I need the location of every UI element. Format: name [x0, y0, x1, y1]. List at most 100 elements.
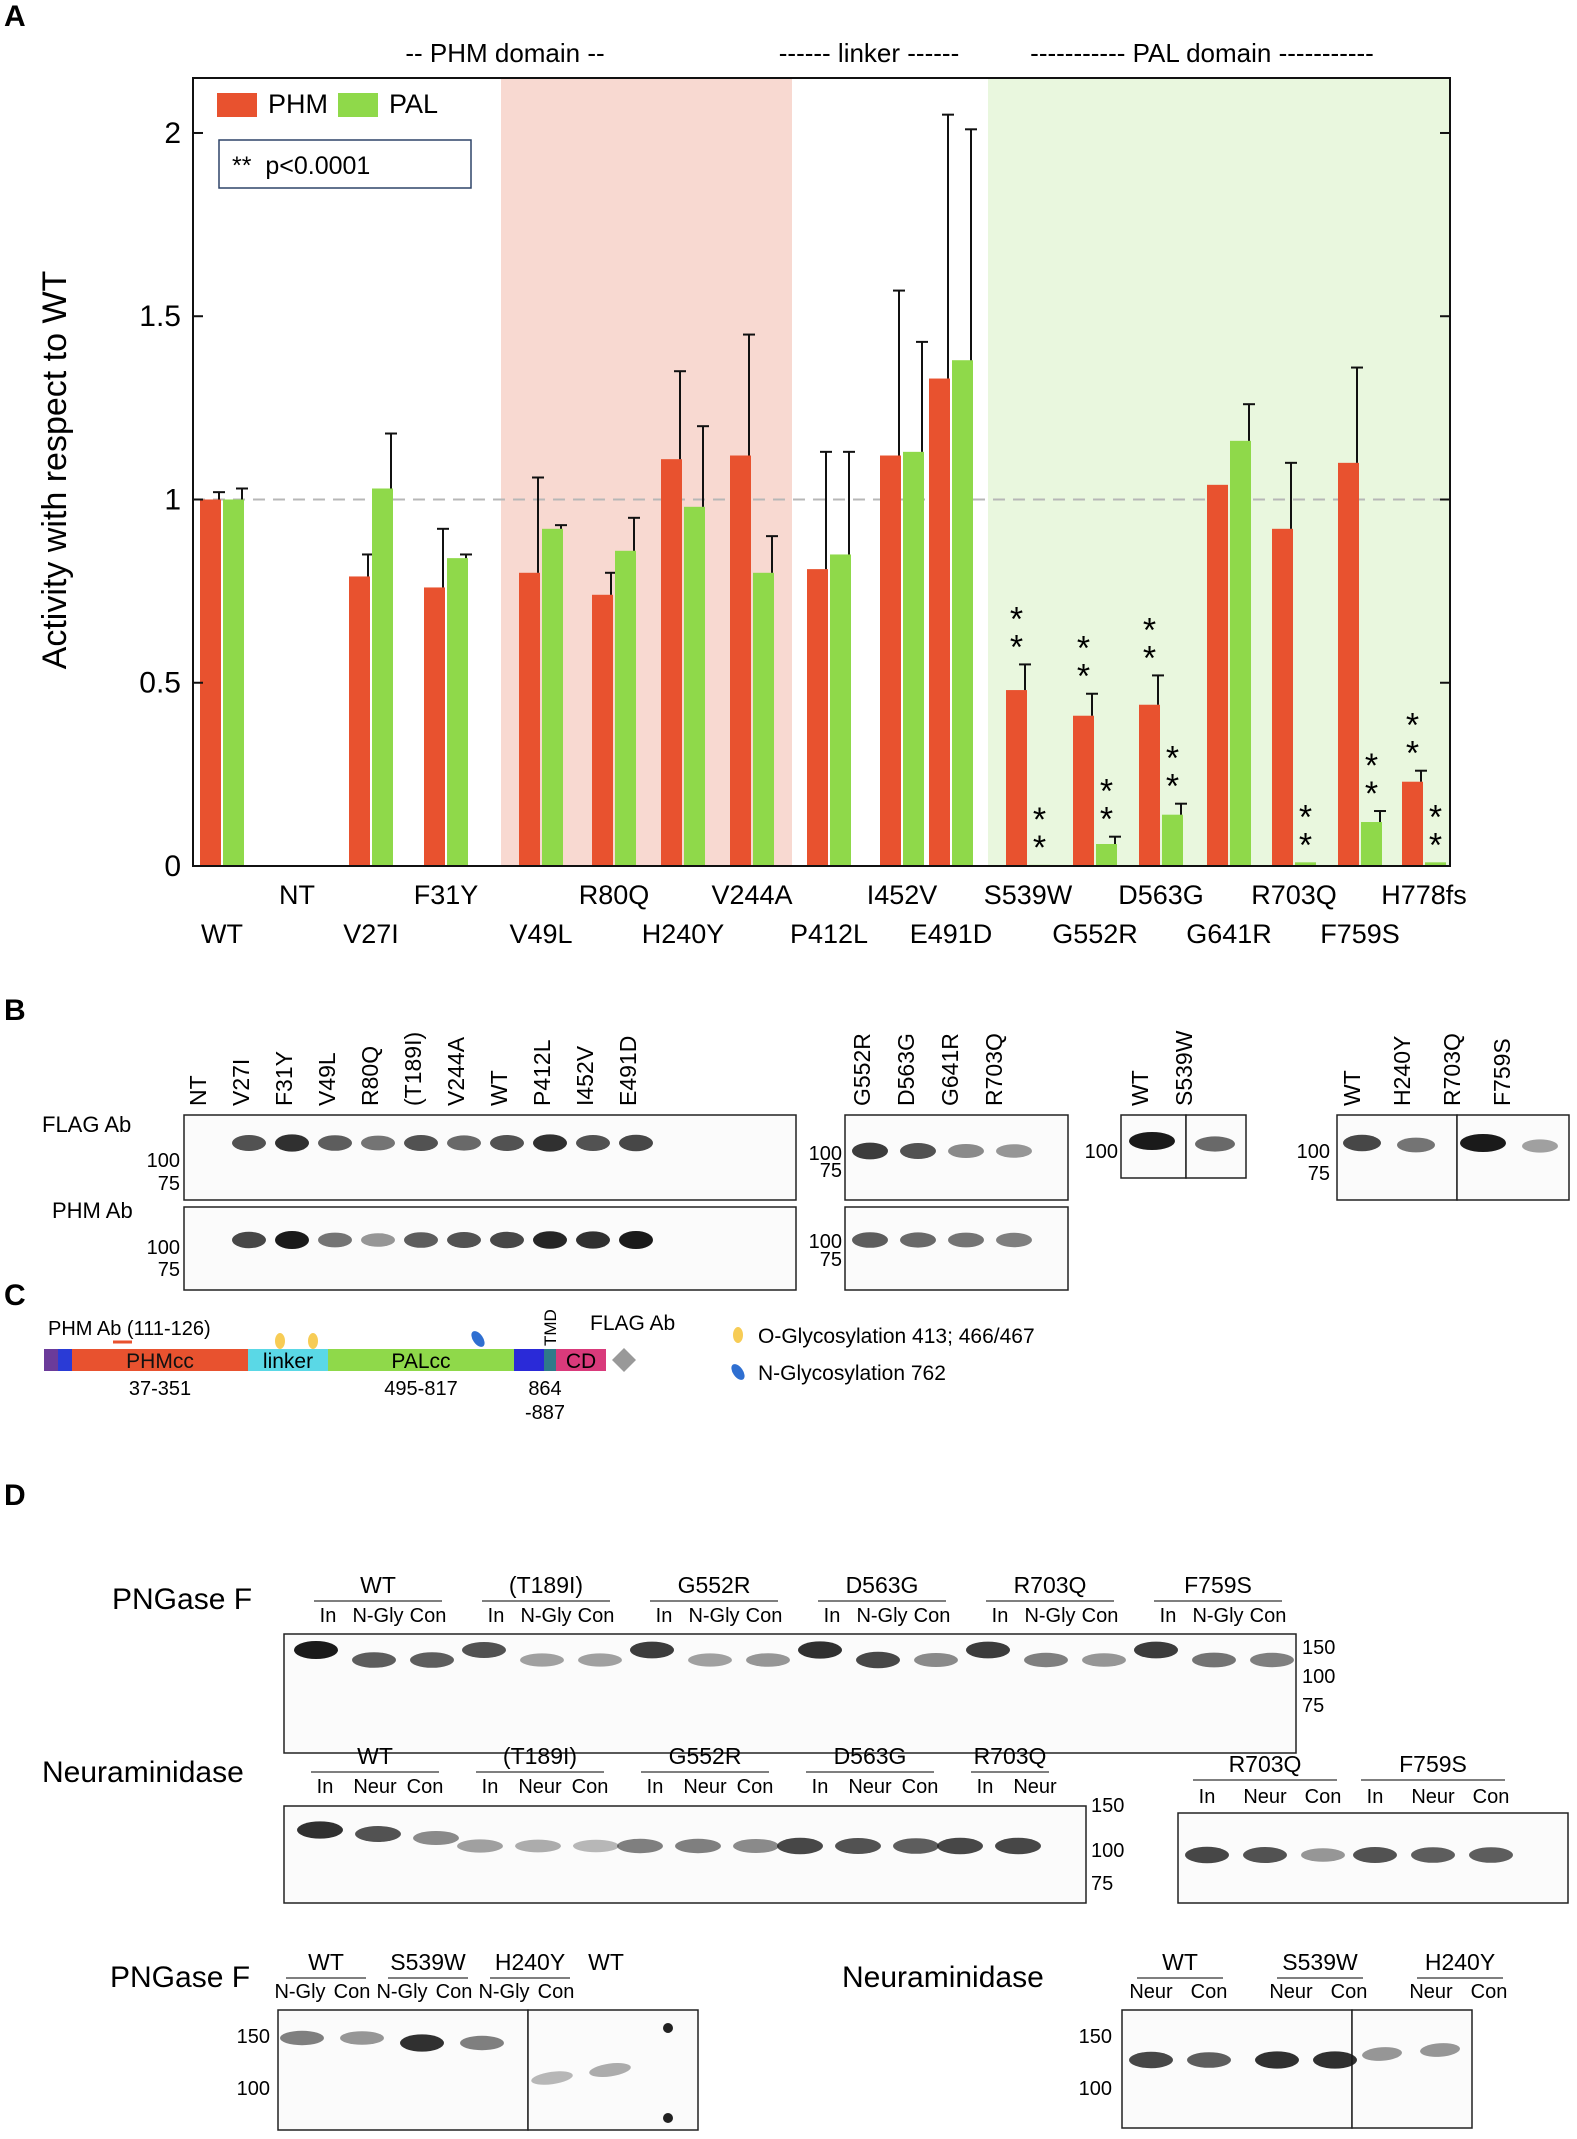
- sample-group-label: F759S: [1399, 1751, 1467, 1777]
- protein-band: [1192, 1652, 1236, 1668]
- tmd-range-start: 864: [528, 1378, 561, 1400]
- lane-label: N-Gly: [352, 1605, 403, 1627]
- pngase-title-1: PNGase F: [112, 1583, 252, 1616]
- lane-label: Con: [902, 1776, 939, 1798]
- lane-label: H240Y: [1389, 1036, 1415, 1106]
- protein-band: [1185, 1846, 1229, 1864]
- protein-band: [533, 1231, 567, 1249]
- protein-band: [410, 1652, 454, 1668]
- significance-star: *: [1100, 773, 1113, 811]
- panel-label-c: C: [4, 1279, 26, 1312]
- protein-band: [447, 1232, 481, 1248]
- sample-group-label: R703Q: [1229, 1751, 1302, 1777]
- phmcc-label: PHMcc: [126, 1350, 194, 1373]
- protein-band: [937, 1837, 983, 1855]
- y-tick-label: 1: [164, 483, 181, 516]
- propeptide-segment: [58, 1349, 72, 1371]
- lane-label: G552R: [849, 1033, 875, 1106]
- significance-star: *: [1077, 658, 1090, 696]
- protein-band: [447, 1135, 481, 1151]
- mw-marker-100: 100: [809, 1143, 842, 1165]
- phm-ab-label: PHM Ab (111-126): [48, 1318, 211, 1340]
- neuraminidase-blot-1: [283, 1805, 1087, 1904]
- protein-band: [835, 1838, 881, 1854]
- x-label-I452V: I452V: [867, 880, 938, 910]
- bar-phm-R703Q: [1272, 528, 1293, 866]
- protein-band: [996, 1232, 1032, 1248]
- protein-band: [1469, 1847, 1513, 1863]
- bar-pal-F31Y: [447, 558, 468, 866]
- panel-label-b: B: [4, 994, 26, 1027]
- neuraminidase-blot-2b: [1351, 2009, 1473, 2129]
- protein-band: [515, 1839, 561, 1853]
- significance-star: *: [1166, 740, 1179, 778]
- significance-star: *: [1033, 801, 1046, 839]
- mw-marker-100: 100: [1085, 1141, 1118, 1163]
- y-tick-label: 2: [164, 117, 181, 150]
- mw-marker-100: 100: [147, 1150, 180, 1172]
- protein-band: [1313, 2051, 1357, 2069]
- protein-band: [318, 1135, 352, 1151]
- lane-label: Con: [410, 1605, 447, 1627]
- o-glycosylation-legend: O-Glycosylation 413; 466/467: [758, 1325, 1035, 1348]
- flag-ab-row-label: FLAG Ab: [42, 1112, 131, 1137]
- protein-band: [966, 1641, 1010, 1659]
- protein-band: [675, 1838, 721, 1854]
- mw-marker-75: 75: [1308, 1163, 1330, 1185]
- bar-phm-R80Q: [592, 594, 613, 866]
- lane-label: N-Gly: [1192, 1605, 1243, 1627]
- protein-band: [361, 1135, 395, 1151]
- sample-group-label: WT: [357, 1743, 393, 1769]
- lane-label: In: [977, 1776, 994, 1798]
- protein-band: [630, 1641, 674, 1659]
- protein-band: [1343, 1134, 1381, 1152]
- lane-label: In: [824, 1605, 841, 1627]
- protein-band: [900, 1232, 936, 1248]
- bar-pal-D563G: [1162, 814, 1183, 866]
- significance-star: *: [1429, 826, 1442, 864]
- mw-marker-150: 150: [1079, 2026, 1112, 2048]
- bar-phm-WT: [200, 499, 221, 866]
- lane-label: N-Gly: [376, 1981, 427, 2003]
- phmcc-range: 37-351: [129, 1378, 191, 1400]
- pngase-blot-2a: [277, 2009, 529, 2131]
- lane-label: WT: [1127, 1070, 1153, 1106]
- protein-band: [232, 1231, 266, 1249]
- lane-label: F31Y: [271, 1051, 297, 1106]
- sample-group-label: F759S: [1184, 1572, 1252, 1598]
- x-label-G552R: G552R: [1052, 919, 1138, 949]
- tmd-segment: [514, 1349, 544, 1371]
- significance-star: *: [1010, 628, 1023, 666]
- protein-band: [777, 1837, 823, 1855]
- protein-band: [462, 1642, 506, 1658]
- cd-segment: [556, 1349, 606, 1371]
- protein-band: [232, 1135, 266, 1151]
- bar-phm-G641R: [1207, 484, 1228, 866]
- lane-label: N-Gly: [478, 1981, 529, 2003]
- neuraminidase-title-1: Neuraminidase: [42, 1756, 244, 1789]
- lane-label: Con: [1250, 1605, 1287, 1627]
- mw-marker-100: 100: [147, 1237, 180, 1259]
- bar-phm-V244A: [730, 455, 751, 866]
- lane-label: P412L: [529, 1039, 555, 1106]
- lane-label: R703Q: [1439, 1033, 1465, 1106]
- protein-band: [914, 1653, 958, 1667]
- bar-chart: **** ****** ** ********: [193, 113, 1450, 867]
- flag-tag-icon: [612, 1348, 636, 1372]
- lane-label: N-Gly: [856, 1605, 907, 1627]
- o-glycosylation-legend-icon: [733, 1327, 743, 1343]
- x-label-F31Y: F31Y: [414, 880, 479, 910]
- bar-phm-H240Y: [661, 459, 682, 866]
- sample-group-label: G552R: [678, 1572, 751, 1598]
- protein-band: [1082, 1653, 1126, 1667]
- phm-domain-label: -- PHM domain --: [405, 38, 604, 68]
- lane-label: WT: [486, 1070, 512, 1106]
- protein-band: [619, 1134, 653, 1152]
- mw-marker-150: 150: [1091, 1795, 1124, 1817]
- protein-band: [852, 1232, 888, 1248]
- protein-band: [355, 1826, 401, 1842]
- mw-marker-100: 100: [1297, 1141, 1330, 1163]
- protein-band: [1411, 1847, 1455, 1863]
- x-label-WT: WT: [201, 919, 243, 949]
